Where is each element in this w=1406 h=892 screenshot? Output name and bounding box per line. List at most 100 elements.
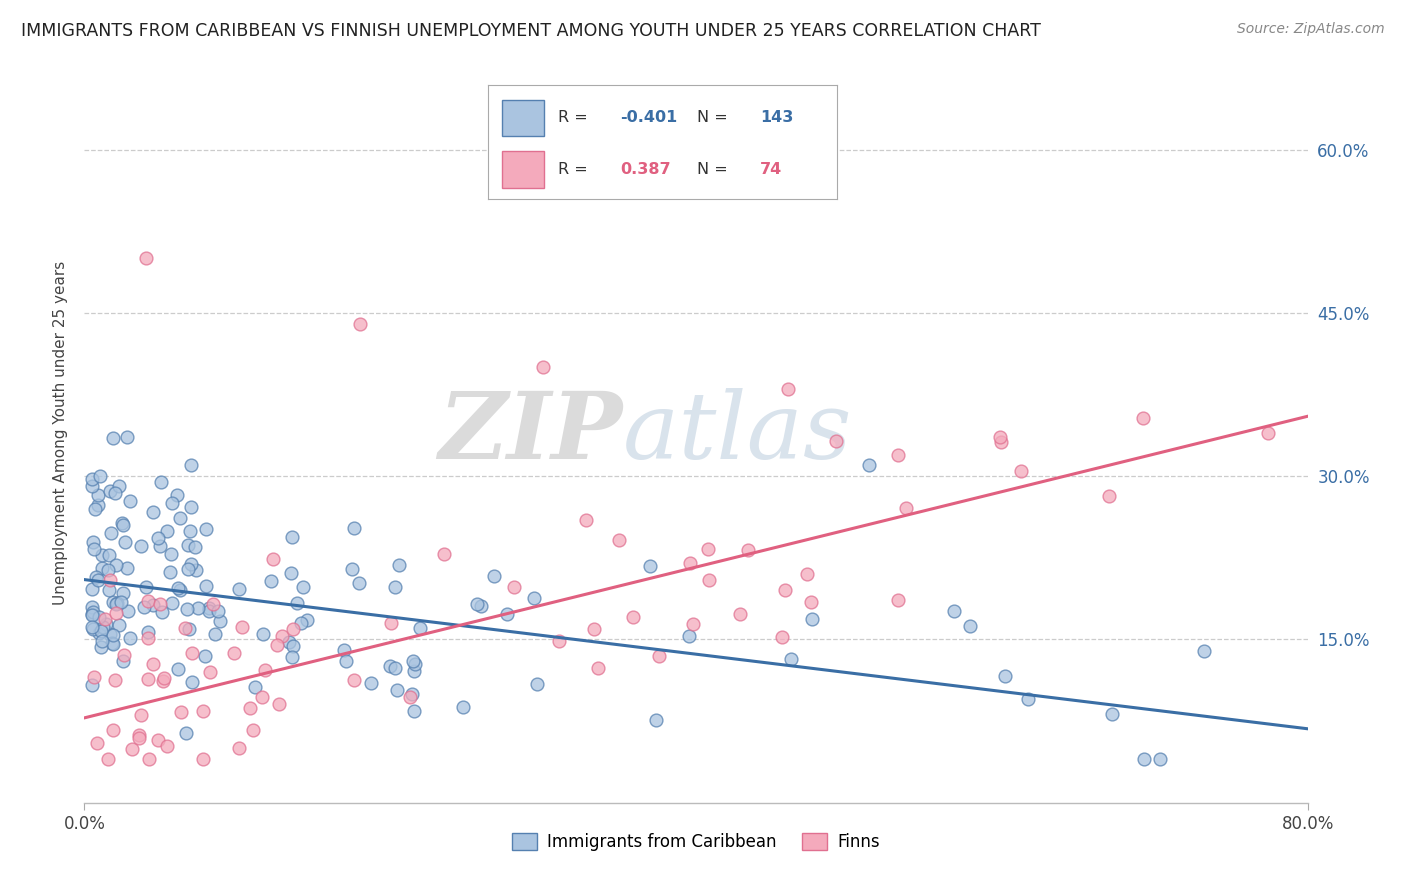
- Point: [169, 511, 191, 525]
- Point: [343, 521, 366, 535]
- Point: [186, 563, 208, 577]
- Point: [97, 752, 120, 766]
- Point: [800, 612, 823, 626]
- Point: [239, 700, 262, 714]
- Point: [136, 625, 159, 640]
- Point: [638, 558, 661, 573]
- Point: [136, 631, 159, 645]
- Point: [198, 601, 221, 615]
- Point: [91, 634, 114, 648]
- Point: [89, 469, 111, 483]
- Point: [166, 487, 188, 501]
- Point: [87, 625, 110, 640]
- Point: [111, 654, 134, 668]
- Point: [384, 580, 406, 594]
- Point: [1017, 691, 1039, 706]
- Point: [135, 580, 157, 594]
- Point: [138, 672, 160, 686]
- Point: [582, 622, 605, 636]
- Point: [104, 673, 127, 688]
- Point: [117, 604, 139, 618]
- Point: [335, 655, 357, 669]
- Point: [1194, 644, 1216, 658]
- Point: [526, 677, 548, 691]
- Text: ZIP: ZIP: [439, 388, 623, 477]
- Y-axis label: Unemployment Among Youth under 25 years: Unemployment Among Youth under 25 years: [52, 260, 67, 605]
- Point: [80, 582, 103, 596]
- Legend: Immigrants from Caribbean, Finns: Immigrants from Caribbean, Finns: [506, 826, 886, 857]
- Point: [453, 700, 475, 714]
- Point: [153, 671, 176, 685]
- Point: [495, 607, 517, 621]
- Point: [129, 707, 152, 722]
- Point: [280, 649, 302, 664]
- Point: [83, 670, 105, 684]
- Point: [82, 622, 104, 636]
- Point: [91, 620, 114, 634]
- Point: [169, 583, 191, 598]
- Point: [167, 582, 190, 596]
- Point: [129, 539, 152, 553]
- Point: [697, 541, 720, 556]
- Point: [994, 669, 1017, 683]
- Point: [682, 617, 704, 632]
- Point: [176, 602, 198, 616]
- Point: [245, 680, 267, 694]
- Point: [80, 472, 103, 486]
- Point: [285, 596, 308, 610]
- Point: [138, 752, 160, 766]
- Point: [193, 752, 215, 766]
- Point: [84, 501, 107, 516]
- Point: [98, 582, 121, 597]
- Point: [167, 662, 190, 676]
- Point: [160, 547, 183, 561]
- Point: [586, 661, 609, 675]
- Point: [800, 595, 823, 609]
- Point: [728, 607, 751, 621]
- Point: [779, 652, 801, 666]
- Point: [679, 556, 702, 570]
- Point: [402, 705, 425, 719]
- Point: [136, 594, 159, 608]
- Point: [252, 627, 274, 641]
- Point: [90, 548, 112, 562]
- Point: [607, 533, 630, 547]
- Point: [80, 607, 103, 621]
- Point: [180, 500, 202, 514]
- Point: [149, 597, 172, 611]
- Text: atlas: atlas: [623, 388, 852, 477]
- Point: [209, 614, 232, 628]
- Point: [621, 610, 644, 624]
- Point: [271, 629, 294, 643]
- Point: [100, 526, 122, 541]
- Text: IMMIGRANTS FROM CARIBBEAN VS FINNISH UNEMPLOYMENT AMONG YOUTH UNDER 25 YEARS COR: IMMIGRANTS FROM CARIBBEAN VS FINNISH UNE…: [21, 22, 1040, 40]
- Point: [160, 596, 183, 610]
- Point: [105, 606, 128, 620]
- Point: [678, 629, 700, 643]
- Point: [776, 382, 799, 396]
- Point: [737, 542, 759, 557]
- Point: [187, 600, 209, 615]
- Point: [291, 581, 314, 595]
- Point: [280, 566, 302, 580]
- Point: [105, 558, 128, 572]
- Point: [484, 569, 506, 583]
- Point: [152, 673, 174, 688]
- Point: [194, 648, 217, 663]
- Point: [94, 611, 117, 625]
- Point: [858, 458, 880, 473]
- Point: [87, 498, 110, 512]
- Point: [111, 516, 134, 530]
- Point: [409, 621, 432, 635]
- Point: [262, 551, 284, 566]
- Point: [148, 732, 170, 747]
- Point: [112, 517, 135, 532]
- Point: [90, 560, 112, 574]
- Point: [80, 608, 103, 623]
- Point: [503, 580, 526, 594]
- Point: [97, 562, 120, 576]
- Point: [104, 597, 127, 611]
- Point: [114, 534, 136, 549]
- Point: [82, 605, 104, 619]
- Point: [283, 622, 305, 636]
